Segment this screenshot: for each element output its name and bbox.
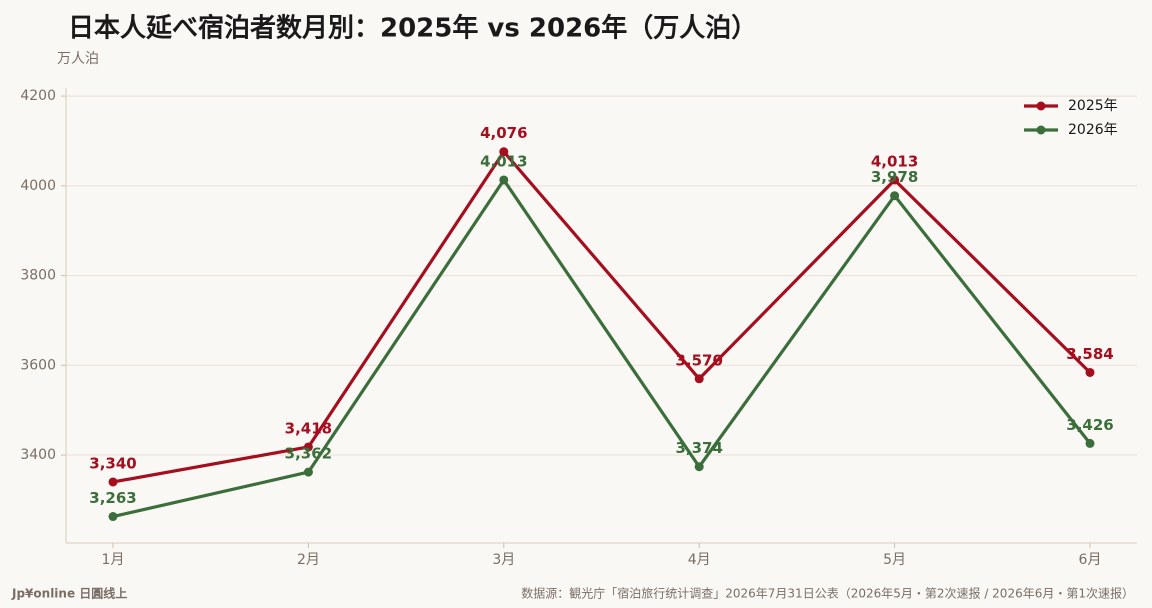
point	[694, 374, 704, 384]
x-tick-label: 1月	[102, 552, 125, 568]
source: 数据源：観光庁「宿泊旅行统计调查」2026年7月31日公表（2026年5月・第2…	[521, 586, 1134, 601]
value-label: 3,374	[675, 439, 722, 457]
y-tick-label: 3400	[20, 447, 56, 463]
point	[499, 147, 509, 157]
brand: Jp¥online 日圓线上	[11, 586, 127, 601]
legend-label: 2026年	[1068, 122, 1118, 138]
point	[1085, 367, 1095, 377]
value-label: 3,426	[1066, 416, 1113, 434]
legend-marker	[1036, 125, 1046, 135]
value-label: 3,570	[675, 351, 722, 369]
legend-marker	[1036, 101, 1046, 111]
value-label: 3,418	[285, 419, 332, 437]
legend-label: 2025年	[1068, 98, 1118, 114]
value-label: 3,340	[89, 454, 136, 472]
x-tick-label: 6月	[1079, 552, 1102, 568]
point	[1085, 438, 1095, 448]
value-label: 4,013	[480, 152, 527, 170]
chart-title: 日本人延べ宿泊者数月別：2025年 vs 2026年（万人泊）	[68, 13, 757, 44]
y-tick-label: 4200	[20, 88, 56, 104]
point	[108, 477, 118, 487]
y-tick-label: 3600	[20, 357, 56, 373]
value-label: 4,013	[871, 152, 918, 170]
point	[303, 442, 313, 452]
value-label: 4,076	[480, 124, 527, 142]
y-tick-label: 3800	[20, 268, 56, 284]
point	[303, 467, 313, 477]
x-tick-label: 2月	[297, 552, 320, 568]
value-label: 3,584	[1066, 345, 1113, 363]
point	[108, 512, 118, 522]
point	[694, 462, 704, 472]
point	[890, 175, 900, 185]
y-axis-label: 万人泊	[57, 51, 99, 67]
point	[890, 191, 900, 201]
value-label: 3,263	[89, 489, 136, 507]
series-line	[112, 178, 1092, 519]
y-tick-label: 4000	[20, 178, 56, 194]
value-label: 3,362	[285, 445, 332, 463]
value-label: 3,978	[871, 168, 918, 186]
point	[499, 175, 509, 185]
x-tick-label: 4月	[688, 552, 711, 568]
x-tick-label: 3月	[492, 552, 515, 568]
x-tick-label: 5月	[883, 552, 906, 568]
series-line	[112, 150, 1092, 484]
